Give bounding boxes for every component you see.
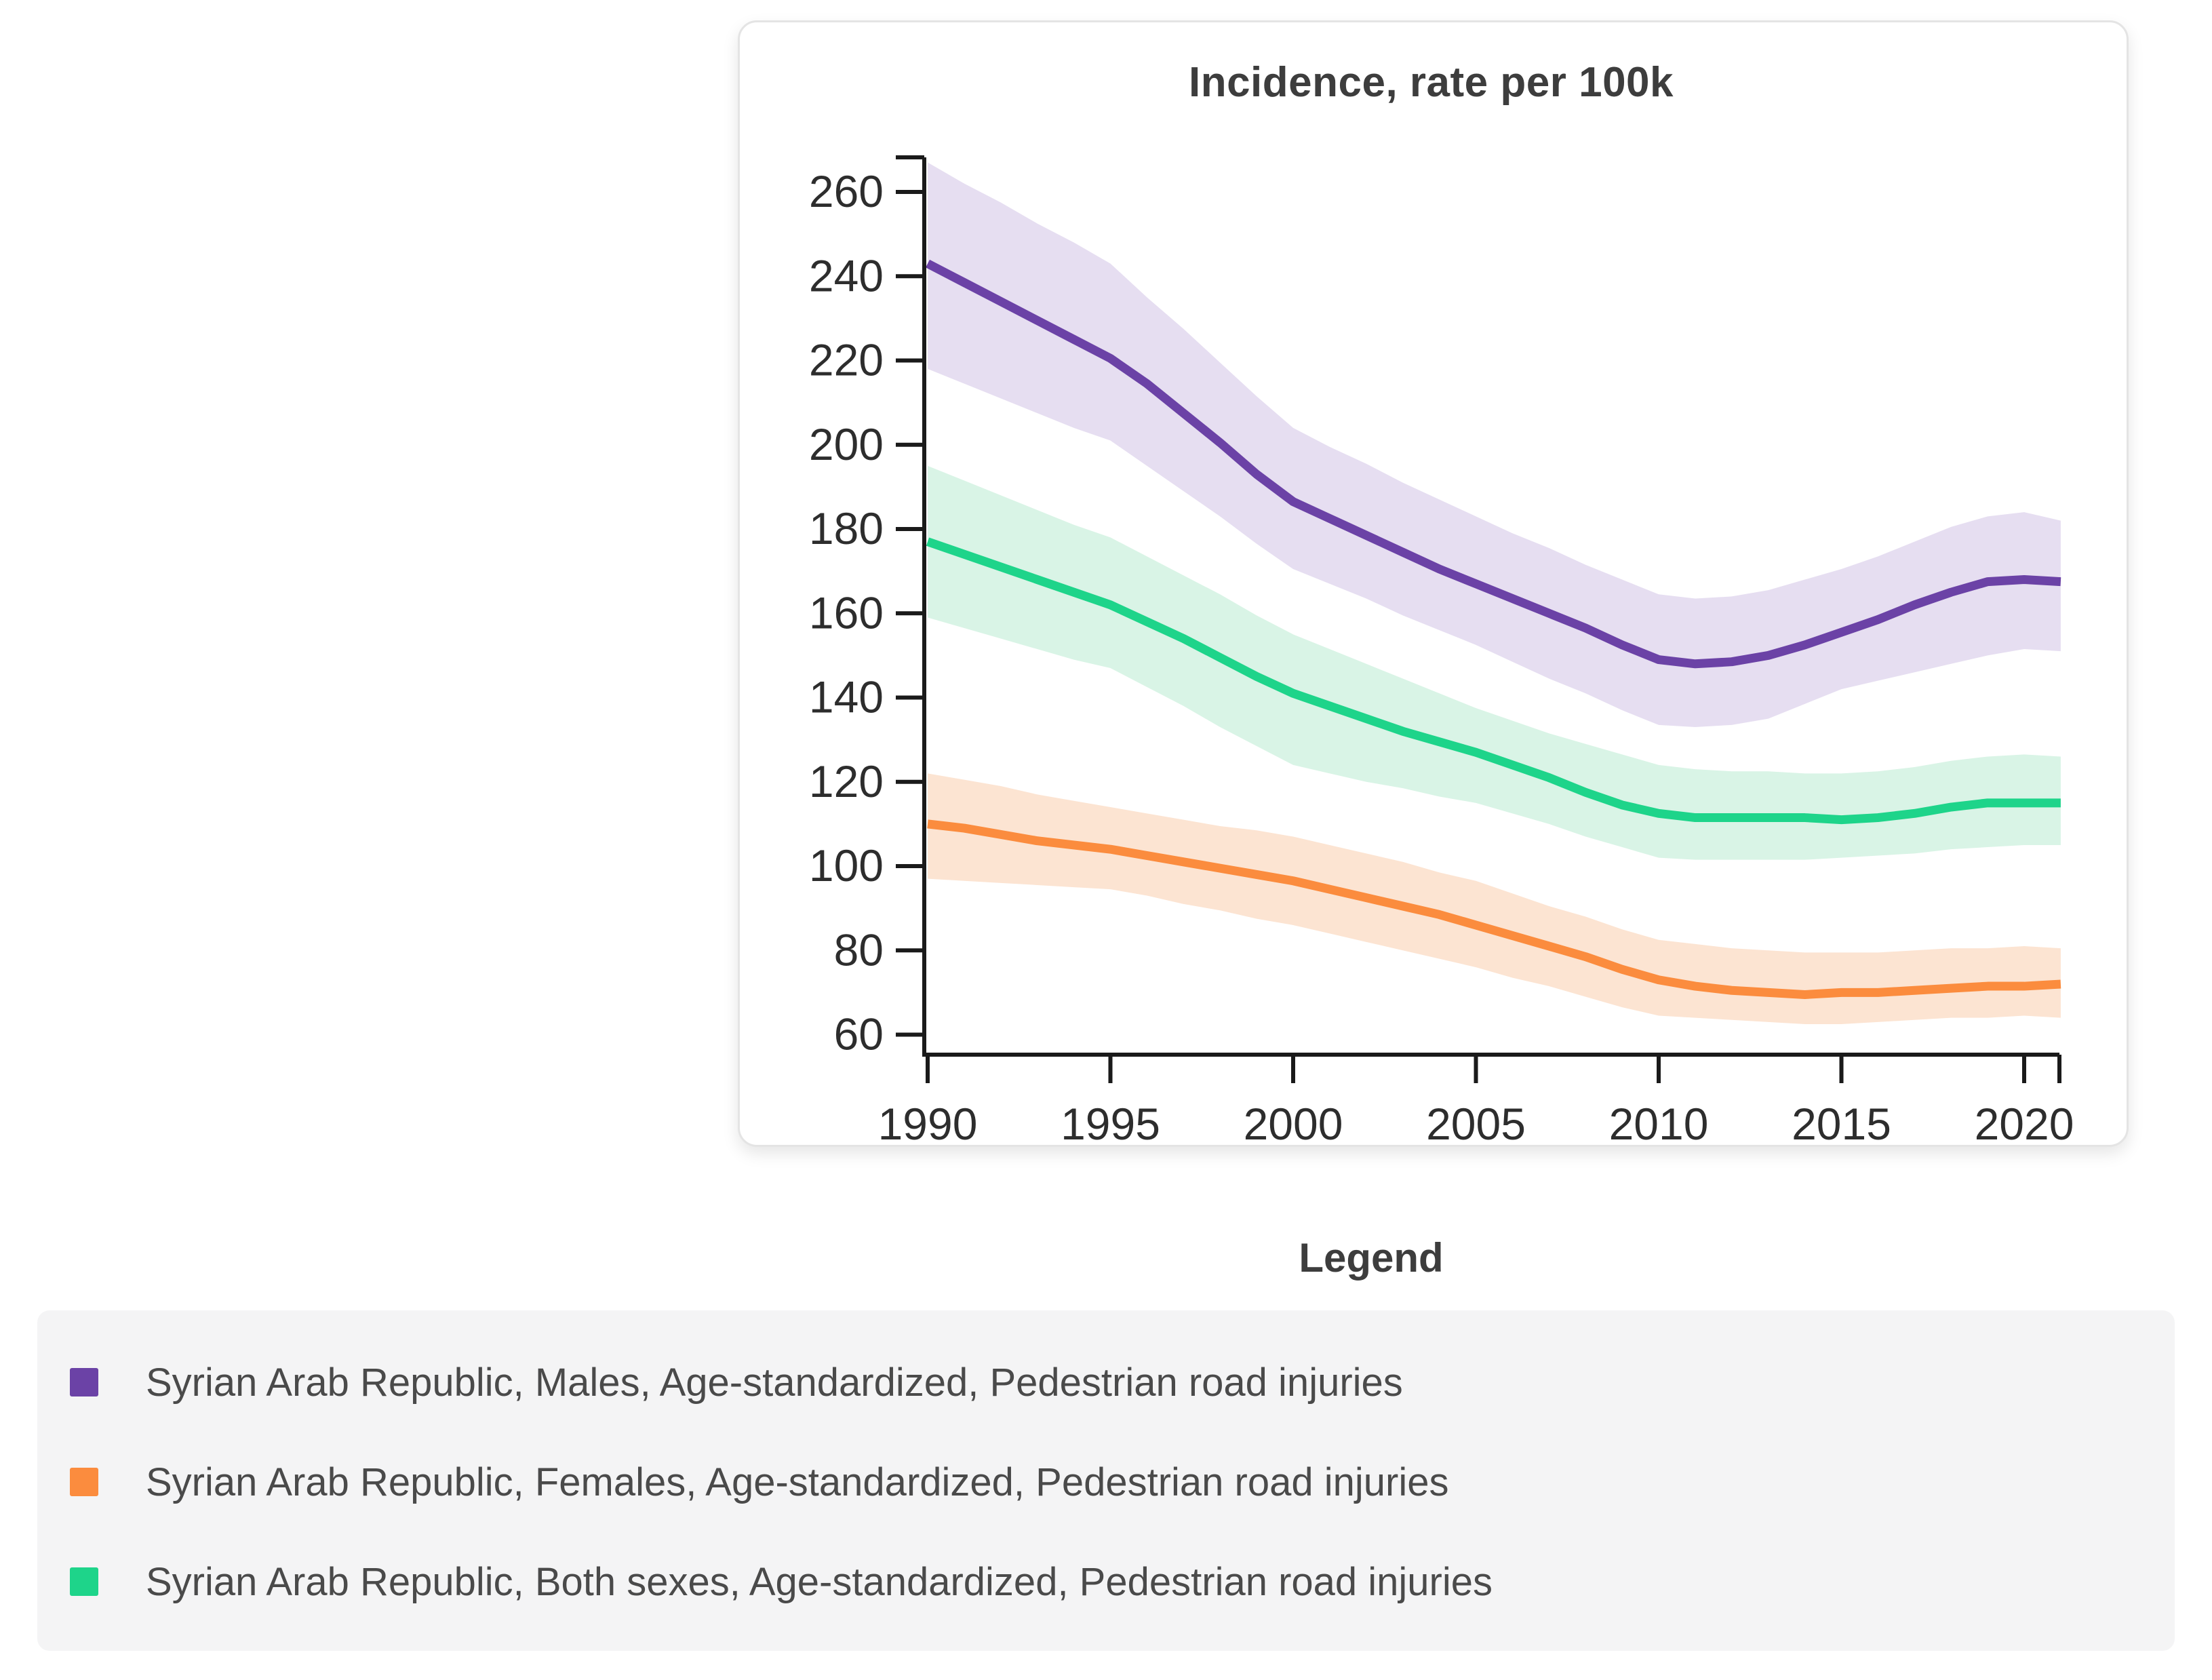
legend-item-label: Syrian Arab Republic, Females, Age-stand…: [146, 1460, 1449, 1504]
legend-item-0: Syrian Arab Republic, Males, Age-standar…: [70, 1355, 2142, 1409]
y-tick-label: 80: [834, 924, 884, 975]
x-tick-label: 2020: [1975, 1099, 2074, 1149]
legend-panel: Syrian Arab Republic, Males, Age-standar…: [37, 1310, 2175, 1651]
x-tick-label: 1990: [878, 1099, 978, 1149]
series-line-0: [926, 259, 2061, 669]
legend-swatch-icon: [70, 1368, 98, 1396]
y-tick-label: 60: [834, 1009, 884, 1059]
y-tick-label: 160: [809, 587, 884, 638]
y-tick-label: 260: [809, 166, 884, 216]
y-tick-label: 240: [809, 250, 884, 300]
legend-title: Legend: [1299, 1235, 1444, 1281]
series-line-2: [926, 537, 2061, 825]
y-tick-label: 120: [809, 756, 884, 806]
legend-item-2: Syrian Arab Republic, Both sexes, Age-st…: [70, 1555, 2142, 1609]
y-tick-label: 180: [809, 503, 884, 553]
series-line-1: [927, 819, 2061, 999]
uncertainty-band-0: [928, 162, 2061, 727]
x-tick-label: 2000: [1244, 1099, 1343, 1149]
y-tick-label: 220: [809, 335, 884, 385]
x-tick-label: 2010: [1609, 1099, 1709, 1149]
legend-item-1: Syrian Arab Republic, Females, Age-stand…: [70, 1455, 2142, 1509]
legend-swatch-icon: [70, 1468, 98, 1496]
x-tick-label: 2015: [1792, 1099, 1891, 1149]
legend-item-label: Syrian Arab Republic, Males, Age-standar…: [146, 1360, 1403, 1405]
uncertainty-band-1: [928, 773, 2061, 1024]
y-tick-label: 100: [809, 840, 884, 891]
x-tick-label: 2005: [1426, 1099, 1526, 1149]
uncertainty-band-2: [928, 465, 2061, 860]
x-tick-label: 1995: [1061, 1099, 1160, 1149]
y-tick-label: 200: [809, 419, 884, 469]
chart-title: Incidence, rate per 100k: [1188, 59, 1674, 106]
legend-swatch-icon: [70, 1567, 98, 1596]
axes: [896, 155, 2061, 1083]
legend-item-label: Syrian Arab Republic, Both sexes, Age-st…: [146, 1559, 1493, 1604]
axis-tick-labels: 260 240 220 200 180 160 140 120 100 80 60 1990 1995 2…: [809, 166, 2074, 1149]
y-tick-label: 140: [809, 672, 884, 722]
